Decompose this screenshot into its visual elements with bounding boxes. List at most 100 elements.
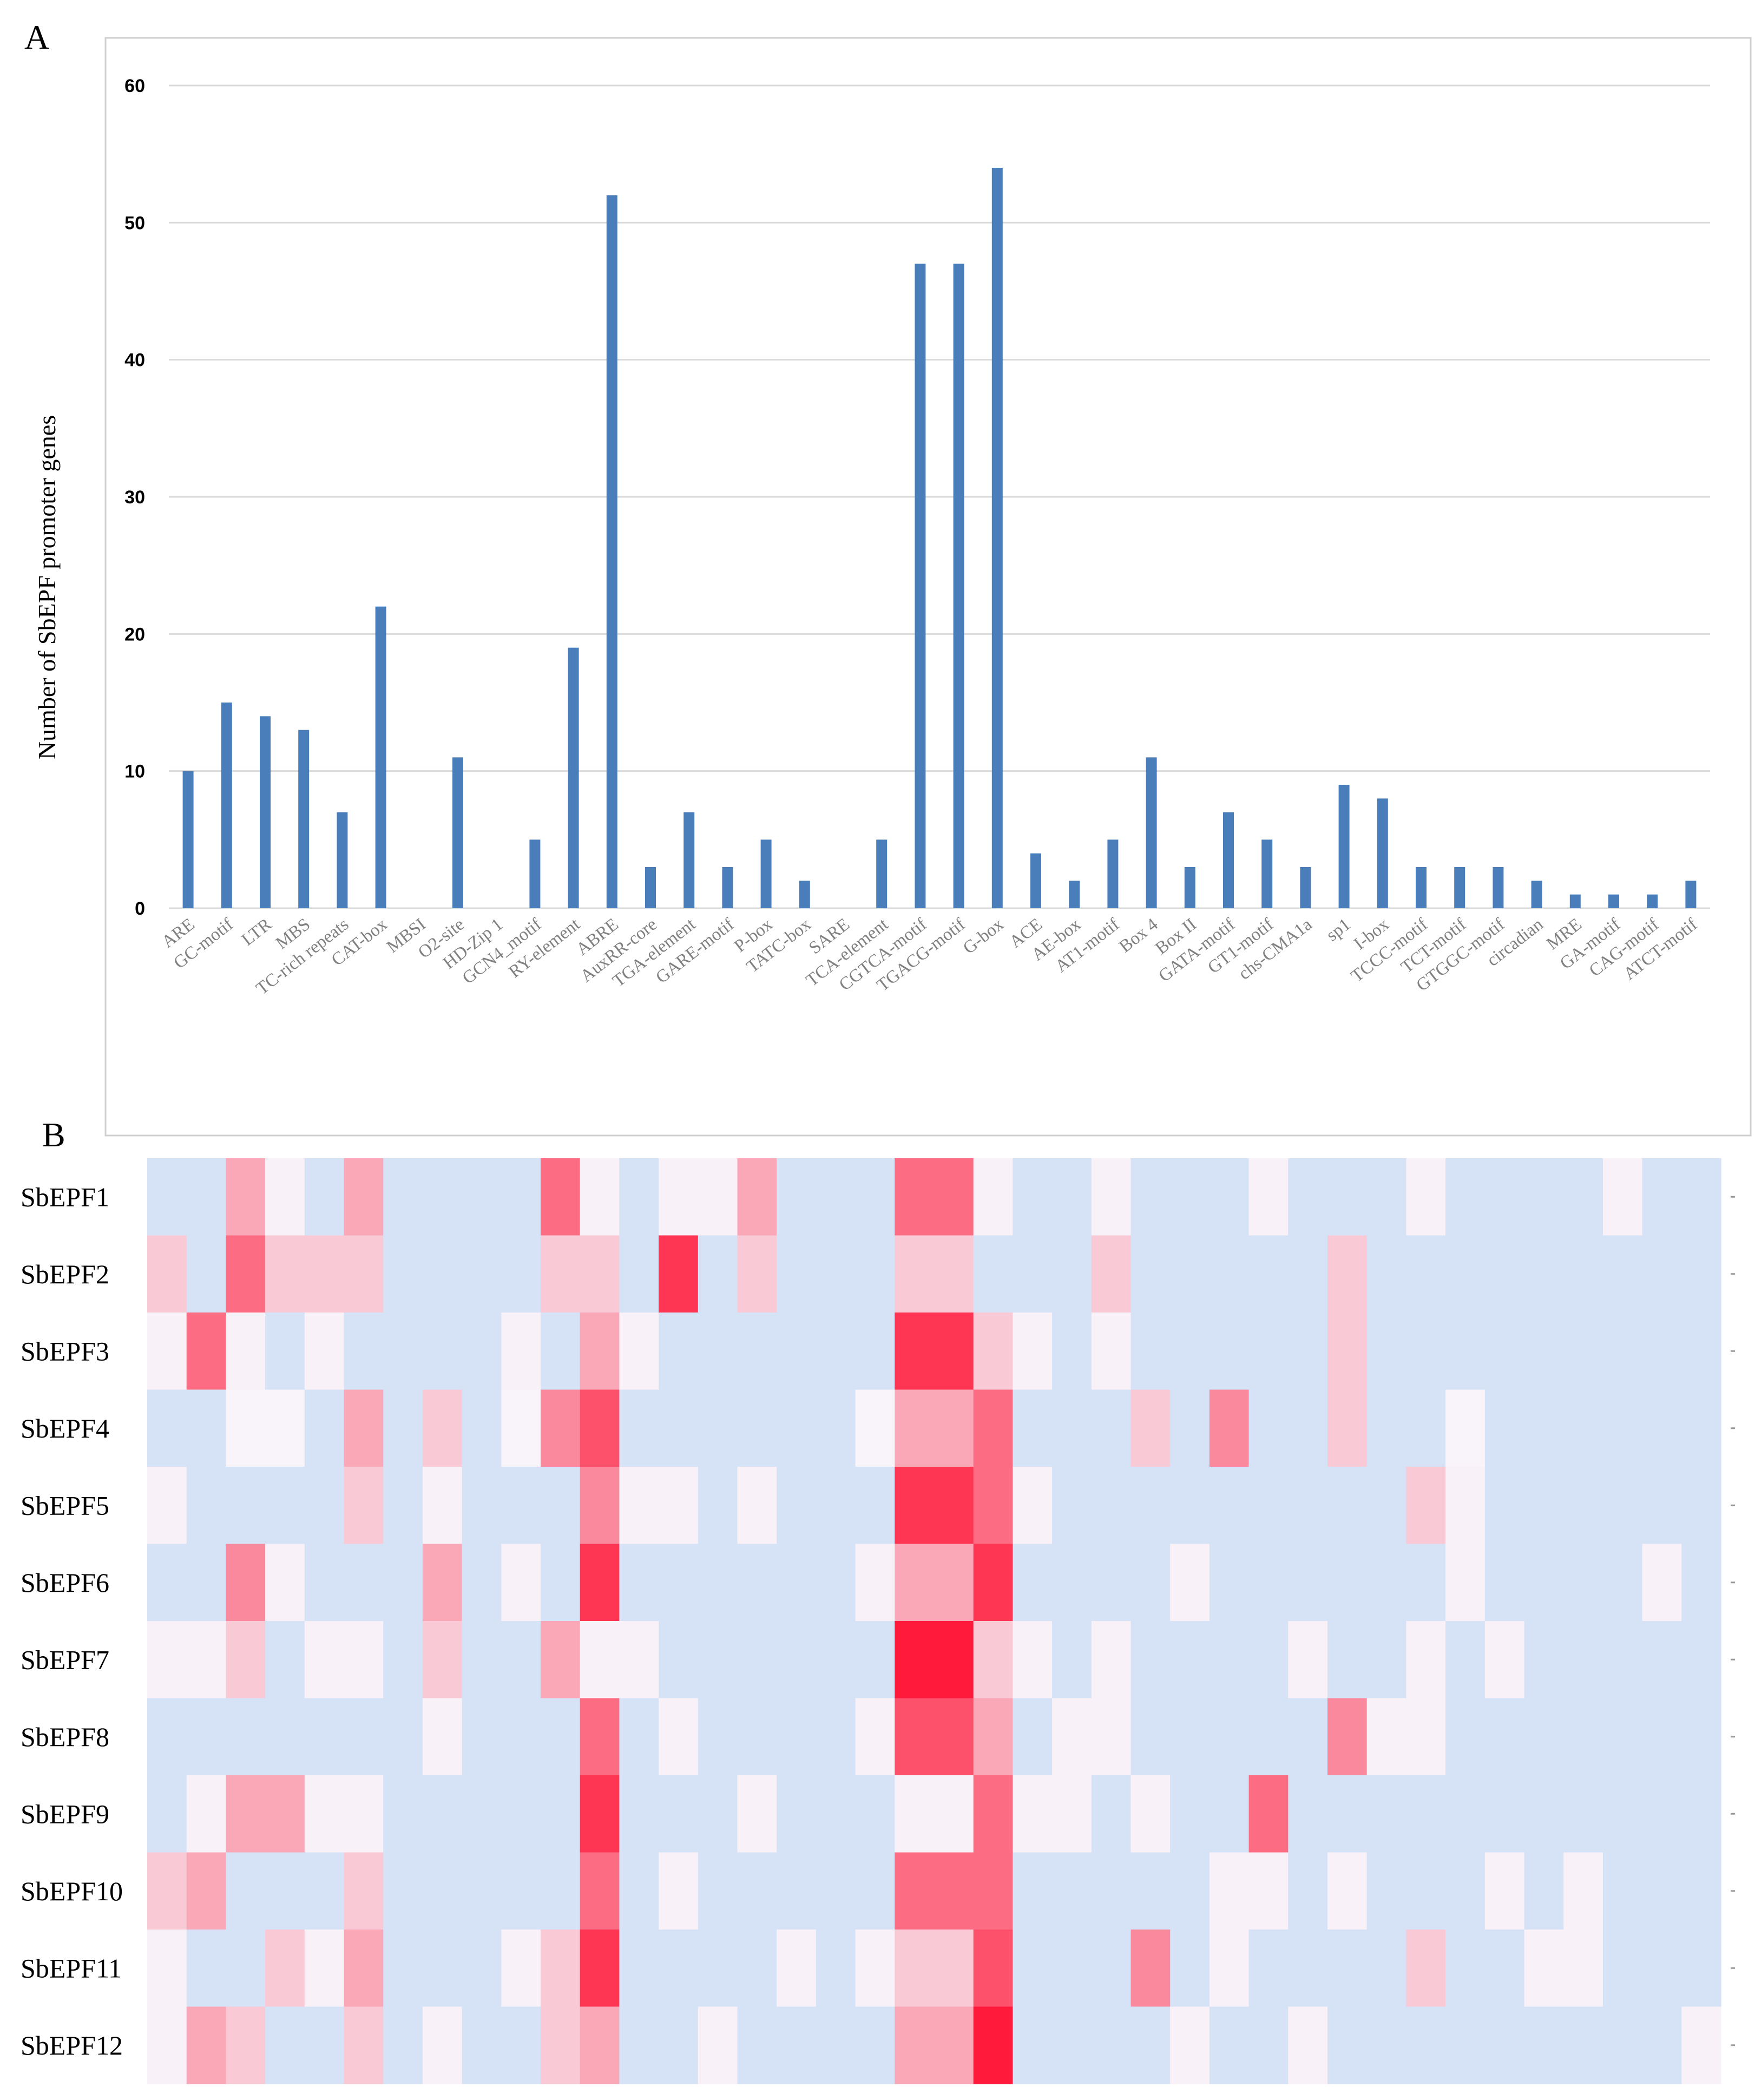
heatmap-cell	[698, 1621, 738, 1699]
heatmap-cell	[1602, 1312, 1643, 1390]
heatmap-cell	[541, 1852, 581, 1930]
heatmap-cell	[737, 1775, 777, 1853]
heatmap-cell	[1445, 1775, 1485, 1853]
heatmap-cell	[895, 2006, 935, 2084]
heatmap-cell	[737, 1698, 777, 1776]
bar	[1416, 867, 1427, 908]
bar	[991, 168, 1003, 908]
heatmap-cell	[895, 1158, 935, 1236]
heatmap-row-label: SbEPF12	[21, 2030, 123, 2060]
heatmap-cell	[186, 1775, 226, 1853]
heatmap-cell	[1013, 1467, 1053, 1545]
heatmap-cell	[1366, 1852, 1406, 1930]
heatmap-cell	[1052, 1775, 1092, 1853]
heatmap-cell	[1130, 1775, 1171, 1853]
heatmap-cell	[1445, 1158, 1485, 1236]
heatmap-cell	[973, 1312, 1013, 1390]
heatmap-cell	[1327, 1544, 1368, 1622]
heatmap-cell	[501, 1312, 541, 1390]
bar	[876, 839, 888, 908]
heatmap-cell	[1091, 1852, 1132, 1930]
heatmap-cell	[1209, 1775, 1250, 1853]
heatmap-cell	[344, 1930, 384, 2007]
heatmap-cell	[816, 1467, 856, 1545]
heatmap-cell	[1052, 1621, 1092, 1699]
bar	[1184, 867, 1195, 908]
heatmap-cell	[1406, 1158, 1446, 1236]
heatmap-row-ticks	[1731, 1196, 1735, 2046]
heatmap-cell	[1406, 1544, 1446, 1622]
heatmap-cell	[1524, 1698, 1564, 1776]
bar	[260, 716, 271, 908]
heatmap-cell	[541, 1158, 581, 1236]
heatmap-cell	[973, 1235, 1013, 1313]
heatmap-cell	[1130, 1621, 1171, 1699]
heatmap-cell	[1248, 1158, 1289, 1236]
heatmap-cell	[973, 1621, 1013, 1699]
heatmap-cell	[147, 1467, 187, 1545]
heatmap-cell	[1563, 1775, 1603, 1853]
heatmap-cell	[344, 1389, 384, 1467]
heatmap-cell	[1681, 1312, 1721, 1390]
heatmap-cell	[1170, 1389, 1210, 1467]
heatmap-cell	[226, 1158, 266, 1236]
heatmap-cell	[973, 1389, 1013, 1467]
heatmap-cell	[737, 1852, 777, 1930]
bar	[1608, 894, 1619, 908]
heatmap-cell	[1327, 1312, 1368, 1390]
heatmap-cell	[1681, 1389, 1721, 1467]
heatmap-cell	[1642, 1312, 1682, 1390]
heatmap-cell	[1681, 1698, 1721, 1776]
heatmap-cell	[1170, 1621, 1210, 1699]
bar	[298, 730, 310, 908]
heatmap-cell	[304, 1389, 345, 1467]
heatmap-cell	[501, 1775, 541, 1853]
heatmap-cell	[580, 1930, 620, 2007]
heatmap-cell	[383, 1544, 423, 1622]
heatmap-cell	[304, 1930, 345, 2007]
heatmap-cell	[462, 1389, 502, 1467]
bar	[568, 647, 579, 908]
heatmap-cell	[186, 1158, 226, 1236]
heatmap-cell	[619, 1467, 659, 1545]
heatmap-cell	[1209, 1467, 1250, 1545]
heatmap-cell	[777, 1389, 817, 1467]
heatmap-cell	[619, 1235, 659, 1313]
heatmap-cell	[1013, 1775, 1053, 1853]
heatmap-cell	[304, 1544, 345, 1622]
heatmap-cell	[619, 1312, 659, 1390]
heatmap-cell	[1524, 1930, 1564, 2007]
heatmap-cell	[1091, 1544, 1132, 1622]
heatmap-cell	[895, 1698, 935, 1776]
heatmap-cell	[1602, 2006, 1643, 2084]
heatmap-cell	[1170, 1467, 1210, 1545]
heatmap-cell	[777, 1158, 817, 1236]
heatmap-cell	[1248, 1235, 1289, 1313]
heatmap-cell	[1248, 1544, 1289, 1622]
heatmap-cell	[1170, 1852, 1210, 1930]
heatmap-cell	[1248, 1312, 1289, 1390]
heatmap-cell	[737, 1467, 777, 1545]
heatmap-cell	[580, 1235, 620, 1313]
bar	[799, 881, 810, 908]
heatmap-cell	[383, 1389, 423, 1467]
heatmap-cell	[1248, 2006, 1289, 2084]
heatmap-cell	[580, 1389, 620, 1467]
heatmap-cell	[147, 1775, 187, 1853]
heatmap-cell	[265, 1544, 305, 1622]
heatmap-cell	[1052, 1312, 1092, 1390]
heatmap-cell	[1681, 1852, 1721, 1930]
heatmap-cell	[422, 1467, 463, 1545]
bar	[452, 757, 463, 908]
heatmap-cell	[226, 1235, 266, 1313]
heatmap-cell	[541, 1775, 581, 1853]
heatmap-cell	[934, 1312, 974, 1390]
heatmap-cell	[580, 1467, 620, 1545]
heatmap-cell	[1563, 1467, 1603, 1545]
y-tick-label: 40	[124, 350, 145, 371]
heatmap-row-label: SbEPF6	[21, 1567, 109, 1598]
heatmap-cell	[816, 1312, 856, 1390]
heatmap-cell	[659, 1852, 699, 1930]
heatmap-cell	[265, 1775, 305, 1853]
heatmap-cell	[147, 2006, 187, 2084]
